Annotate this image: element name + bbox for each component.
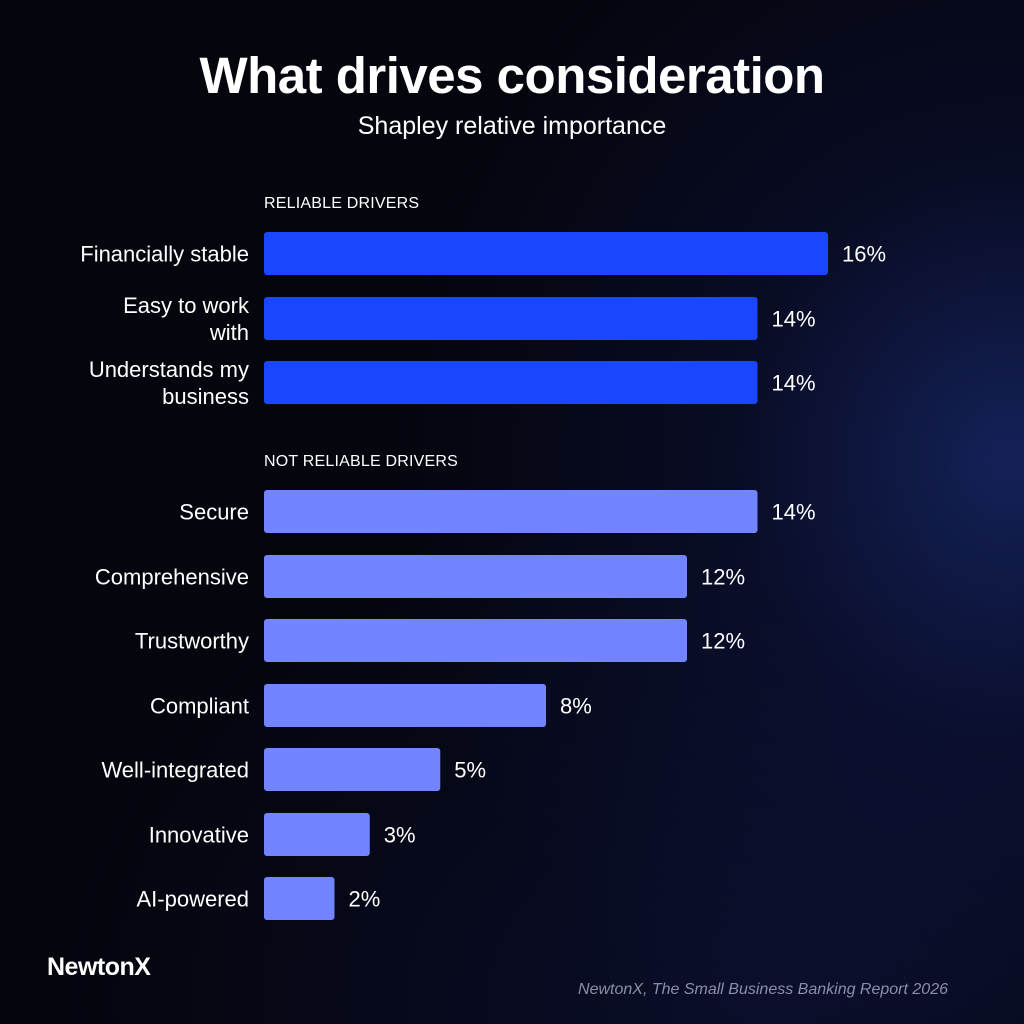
category-label-line: Innovative xyxy=(149,823,249,848)
category-label-line: Secure xyxy=(179,500,249,525)
category-label-secure: Secure xyxy=(179,500,249,525)
value-label-innovative: 3% xyxy=(384,823,416,848)
category-label-line: Compliant xyxy=(150,694,249,719)
bar-financially-stable xyxy=(264,232,828,275)
category-label-line: business xyxy=(162,384,249,409)
value-label-secure: 14% xyxy=(772,500,816,525)
category-label-financially-stable: Financially stable xyxy=(80,242,249,267)
category-label-line: AI-powered xyxy=(136,887,249,912)
bar-comprehensive xyxy=(264,555,687,598)
value-label-understands-my-business: 14% xyxy=(772,371,816,396)
bar-understands-my-business xyxy=(264,361,758,404)
bar-well-integrated xyxy=(264,748,441,791)
bar-secure xyxy=(264,490,758,533)
category-label-line: Financially stable xyxy=(80,242,249,267)
group-label-reliable: RELIABLE DRIVERS xyxy=(264,195,420,212)
category-label-line: Trustworthy xyxy=(135,629,249,654)
category-label-trustworthy: Trustworthy xyxy=(135,629,249,654)
category-label-ai-powered: AI-powered xyxy=(136,887,249,912)
category-label-line: Easy to work xyxy=(123,293,250,318)
category-label-understands-my-business: Understands my business xyxy=(89,357,249,409)
category-label-line: Well-integrated xyxy=(101,758,249,783)
value-label-well-integrated: 5% xyxy=(454,758,486,783)
category-label-innovative: Innovative xyxy=(149,823,249,848)
category-label-easy-to-work-with: Easy to work with xyxy=(123,293,250,345)
value-label-trustworthy: 12% xyxy=(701,629,745,654)
value-label-easy-to-work-with: 14% xyxy=(772,307,816,332)
bar-innovative xyxy=(264,813,370,856)
category-label-line: Comprehensive xyxy=(95,565,249,590)
category-label-well-integrated: Well-integrated xyxy=(101,758,249,783)
bar-ai-powered xyxy=(264,877,335,920)
bar-trustworthy xyxy=(264,619,687,662)
value-label-financially-stable: 16% xyxy=(842,242,886,267)
source-note: NewtonX, The Small Business Banking Repo… xyxy=(578,981,948,998)
bar-easy-to-work-with xyxy=(264,297,758,340)
category-label-compliant: Compliant xyxy=(150,694,249,719)
chart-title: What drives consideration xyxy=(199,47,825,104)
group-label-not-reliable: NOT RELIABLE DRIVERS xyxy=(264,453,458,470)
value-label-compliant: 8% xyxy=(560,694,592,719)
value-label-ai-powered: 2% xyxy=(349,887,381,912)
category-label-line: with xyxy=(209,320,249,345)
newtonx-logo: NewtonX xyxy=(47,953,151,981)
value-label-comprehensive: 12% xyxy=(701,565,745,590)
bar-compliant xyxy=(264,684,546,727)
category-label-comprehensive: Comprehensive xyxy=(95,565,249,590)
category-label-line: Understands my xyxy=(89,357,249,382)
chart-subtitle: Shapley relative importance xyxy=(357,112,667,140)
